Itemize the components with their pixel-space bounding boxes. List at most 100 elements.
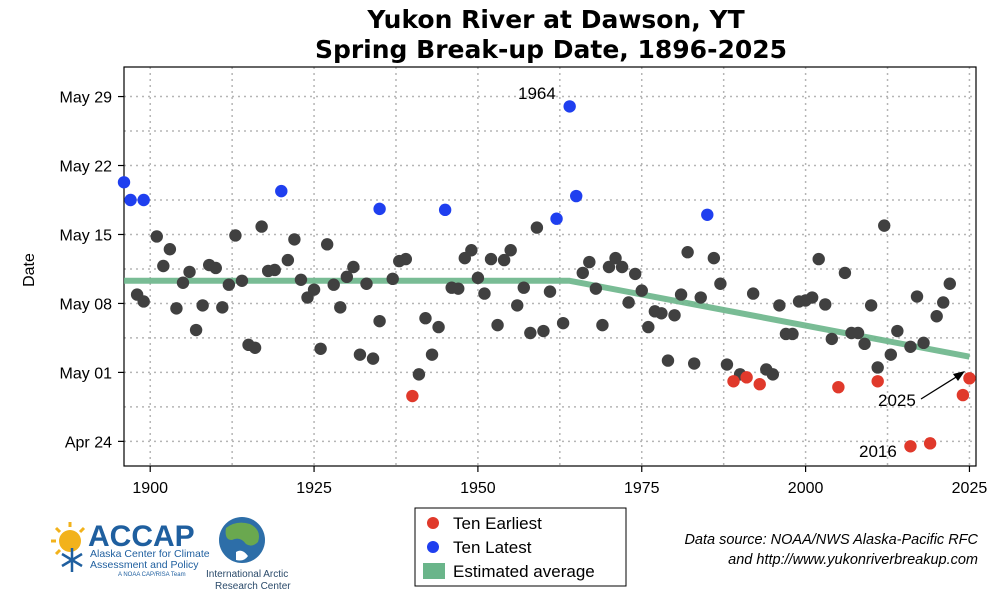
breakup-point (812, 252, 825, 266)
y-tick-label: May 15 (60, 227, 113, 244)
y-tick-label: May 08 (60, 296, 113, 313)
estimated-average-line (124, 277, 971, 360)
iarc-line-2: Research Center (215, 581, 291, 592)
earliest-point (956, 388, 970, 402)
chart-subtitle: Spring Break-up Date, 1896-2025 (315, 35, 787, 64)
breakup-point (484, 252, 498, 266)
legend-label-earliest: Ten Earliest (453, 514, 542, 533)
breakup-point (937, 296, 950, 309)
latest-point (137, 193, 150, 207)
breakup-point (537, 324, 550, 338)
breakup-point (327, 278, 340, 291)
breakup-point (347, 260, 360, 274)
breakup-point (661, 354, 675, 367)
breakup-point (720, 358, 734, 371)
annotation-2025: 2025 (878, 391, 916, 410)
x-tick-label: 1975 (624, 480, 660, 497)
breakup-point (773, 299, 786, 312)
annotation-2025-arrow (920, 373, 962, 400)
earliest-point (871, 375, 884, 388)
latest-point (275, 184, 288, 198)
breakup-point (622, 296, 635, 309)
source-line-1: Data source: NOAA/NWS Alaska-Pacific RFC (684, 532, 978, 548)
breakup-point (668, 309, 681, 322)
breakup-point (189, 323, 203, 337)
breakup-point (596, 318, 609, 332)
breakup-point (163, 243, 177, 256)
breakup-point (930, 310, 943, 323)
breakup-point (681, 246, 694, 259)
breakup-point (386, 272, 399, 286)
breakup-point (642, 320, 655, 334)
breakup-point (635, 284, 648, 297)
breakup-point (340, 270, 354, 284)
breakup-point (786, 327, 799, 341)
breakup-point (196, 299, 209, 312)
breakup-point (838, 266, 852, 280)
breakup-point (766, 368, 780, 381)
breakup-point (137, 295, 150, 308)
breakup-point (209, 261, 222, 275)
breakup-point (307, 283, 321, 296)
breakup-point (150, 230, 163, 243)
earliest-point (740, 371, 753, 384)
earliest-point (406, 389, 419, 403)
breakup-point (524, 326, 537, 340)
breakup-point (491, 318, 504, 332)
breakup-point (543, 285, 557, 298)
legend-label-average: Estimated average (453, 562, 595, 581)
legend: Ten Earliest Ten Latest Estimated averag… (414, 507, 627, 587)
breakup-point (255, 220, 268, 233)
breakup-point (183, 265, 196, 279)
y-tick-label: May 22 (60, 159, 113, 176)
latest-point (117, 176, 131, 189)
plot-frame (123, 66, 977, 467)
x-tick-label: 1950 (460, 480, 496, 497)
earliest-point (727, 375, 740, 388)
breakup-point (504, 244, 517, 257)
earliest-point (963, 372, 976, 385)
x-tick-label: 1900 (132, 480, 168, 497)
breakup-point (314, 342, 327, 355)
breakup-point (871, 361, 884, 374)
breakup-point (334, 301, 347, 314)
annotation-1964: 1964 (518, 84, 556, 103)
breakup-point (746, 287, 760, 300)
breakup-point (478, 287, 491, 300)
accap-name: ACCAP (88, 520, 195, 553)
breakup-point (602, 260, 616, 274)
breakup-point (825, 332, 839, 346)
iarc-line-1: International Arctic (206, 569, 288, 580)
breakup-point (858, 337, 871, 351)
accap-line-1: Alaska Center for Climate (90, 548, 210, 560)
source-line-2: and http://www.yukonriverbreakup.com (728, 552, 978, 568)
breakup-point (694, 291, 707, 304)
breakup-point (851, 326, 865, 340)
breakup-point (609, 251, 622, 265)
breakup-point (589, 282, 603, 295)
breakup-point (248, 341, 262, 354)
x-tick-label: 2025 (952, 480, 988, 497)
latest-point (701, 208, 714, 221)
breakup-point (320, 238, 334, 251)
breakup-point (471, 271, 485, 285)
sun-icon (51, 522, 86, 556)
snowflake-icon (61, 548, 83, 572)
chart-title: Yukon River at Dawson, YT (366, 5, 744, 34)
legend-swatch-average (423, 563, 445, 579)
earliest-point (832, 380, 845, 394)
breakup-point (511, 299, 524, 312)
breakup-point (268, 263, 281, 277)
breakup-point (497, 253, 511, 267)
accap-line-2: Assessment and Policy (90, 559, 199, 571)
breakup-point (170, 302, 183, 315)
breakup-point (294, 273, 308, 286)
breakup-point (366, 352, 380, 365)
annotation-2016: 2016 (859, 442, 897, 461)
breakup-point (917, 336, 930, 350)
breakup-point (687, 357, 701, 370)
latest-point (570, 189, 583, 203)
breakup-point (674, 288, 688, 301)
legend-box (414, 507, 627, 587)
breakup-point (452, 282, 465, 295)
